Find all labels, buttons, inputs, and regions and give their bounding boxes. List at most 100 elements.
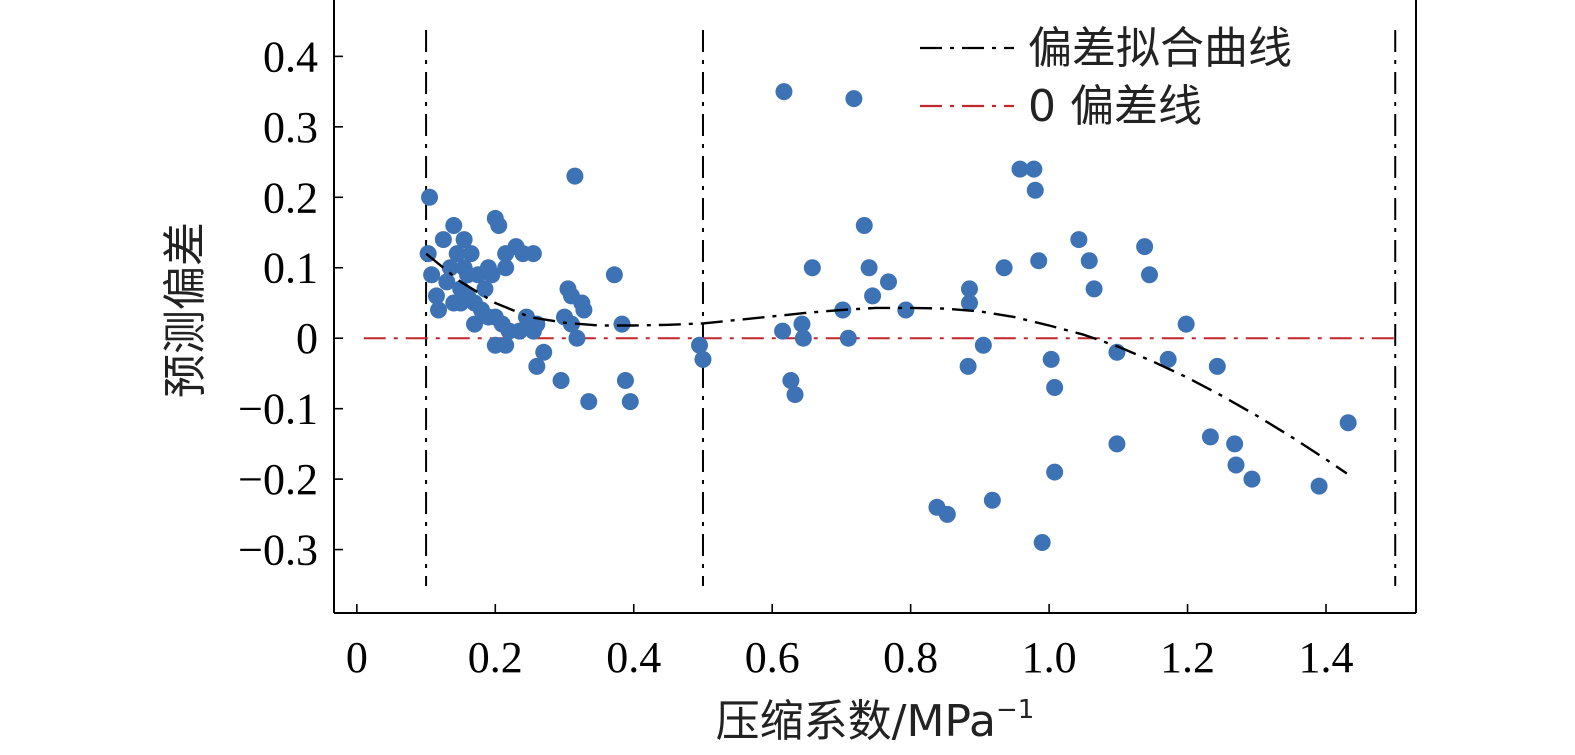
- data-point: [960, 294, 978, 312]
- x-tick-label: 1.0: [1022, 633, 1077, 682]
- data-point: [434, 231, 452, 249]
- x-tick-label: 0.2: [468, 633, 523, 682]
- data-point: [568, 329, 586, 347]
- data-point: [794, 329, 812, 347]
- data-point: [959, 357, 977, 375]
- data-point: [775, 83, 793, 101]
- data-point: [860, 259, 878, 277]
- data-point: [938, 505, 956, 523]
- data-point: [1011, 160, 1029, 178]
- x-tick-label: 0.6: [745, 633, 800, 682]
- data-point: [528, 357, 546, 375]
- data-point: [1208, 357, 1226, 375]
- data-point: [782, 371, 800, 389]
- data-point: [995, 259, 1013, 277]
- x-tick-label: 0: [346, 633, 368, 682]
- fit-curve-line: [425, 252, 1348, 475]
- data-point: [1140, 266, 1158, 284]
- data-point: [774, 322, 792, 340]
- y-axis-label: 预测偏差: [160, 222, 211, 398]
- data-point: [575, 301, 593, 319]
- data-point: [462, 245, 480, 263]
- data-point: [580, 393, 598, 411]
- x-tick-label: 1.2: [1160, 633, 1215, 682]
- data-point: [1080, 252, 1098, 270]
- data-point: [552, 371, 570, 389]
- data-point: [1025, 160, 1043, 178]
- data-point: [1046, 463, 1064, 481]
- data-point: [694, 350, 712, 368]
- data-point: [1136, 238, 1154, 256]
- data-point: [483, 266, 501, 284]
- x-tick-label: 0.8: [883, 633, 938, 682]
- y-tick-label: −0.2: [238, 455, 318, 504]
- data-point: [1243, 470, 1261, 488]
- x-tick-label: 1.4: [1299, 633, 1354, 682]
- data-point: [616, 371, 634, 389]
- legend-label-zero-line: 0 偏差线: [1028, 81, 1202, 132]
- data-point: [448, 245, 466, 263]
- data-point: [1108, 435, 1126, 453]
- data-point: [1033, 534, 1051, 552]
- data-point: [455, 231, 473, 249]
- axes-layer: 0 0.2 0.4 0.6 0.8 1.0 1.2 1.4 0.4 0.3 0.2 0.1 0 −0.1 −…: [238, 0, 1417, 682]
- plot-layer: [363, 30, 1397, 586]
- data-point: [1070, 231, 1088, 249]
- data-point: [497, 259, 515, 277]
- data-point: [605, 266, 623, 284]
- data-point: [960, 280, 978, 298]
- data-point: [879, 273, 897, 291]
- data-point: [845, 90, 863, 108]
- data-point: [974, 336, 992, 354]
- data-point: [466, 315, 484, 333]
- y-tick-label: 0.4: [263, 32, 318, 81]
- x-tick-label: 0.4: [606, 633, 661, 682]
- y-tick-label: 0: [296, 314, 318, 363]
- data-point: [1339, 414, 1357, 432]
- data-point: [793, 315, 811, 333]
- x-axis-label-superscript: −1: [996, 695, 1034, 725]
- legend: 偏差拟合曲线 0 偏差线: [920, 23, 1292, 132]
- legend-label-fit-curve: 偏差拟合曲线: [1028, 23, 1292, 74]
- data-point: [497, 336, 515, 354]
- data-point: [1177, 315, 1195, 333]
- data-point: [1085, 280, 1103, 298]
- y-tick-label: −0.3: [238, 526, 318, 575]
- data-point: [786, 386, 804, 404]
- data-point: [1226, 435, 1244, 453]
- data-point: [423, 266, 441, 284]
- data-point: [441, 259, 459, 277]
- data-point: [1159, 350, 1177, 368]
- y-tick-label: −0.1: [238, 385, 318, 434]
- data-point: [1046, 379, 1064, 397]
- data-point: [864, 287, 882, 305]
- data-point: [897, 301, 915, 319]
- y-tick-label: 0.1: [263, 244, 318, 293]
- data-point: [438, 273, 456, 291]
- data-point: [1201, 428, 1219, 446]
- data-point: [535, 343, 553, 361]
- data-point: [855, 216, 873, 234]
- data-point: [1030, 252, 1048, 270]
- data-point: [476, 280, 494, 298]
- y-tick-label: 0.2: [263, 173, 318, 222]
- data-point: [566, 167, 584, 185]
- data-point: [430, 301, 448, 319]
- data-point: [613, 315, 631, 333]
- data-point: [1310, 477, 1328, 495]
- data-point: [621, 393, 639, 411]
- data-point: [445, 216, 463, 234]
- x-axis-label: 压缩系数/MPa−1: [716, 695, 1035, 747]
- x-axis-label-text: 压缩系数/MPa: [716, 696, 996, 747]
- data-point: [983, 491, 1001, 509]
- data-point: [562, 315, 580, 333]
- y-tick-label: 0.3: [263, 103, 318, 152]
- data-point: [490, 216, 508, 234]
- data-point: [803, 259, 821, 277]
- data-point: [1042, 350, 1060, 368]
- data-point: [691, 336, 709, 354]
- data-point: [1026, 181, 1044, 199]
- data-point: [524, 245, 542, 263]
- data-point: [1227, 456, 1245, 474]
